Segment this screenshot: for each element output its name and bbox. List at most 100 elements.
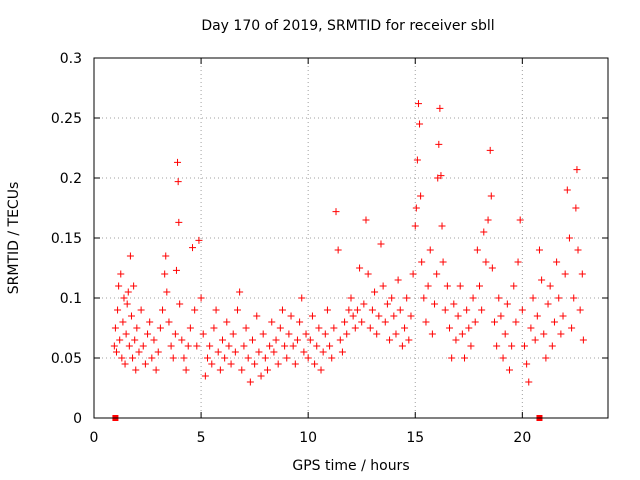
data-point — [257, 372, 265, 380]
data-point — [197, 294, 205, 302]
data-point — [169, 354, 177, 362]
data-point — [414, 100, 422, 108]
data-point — [392, 330, 400, 338]
data-point — [570, 294, 578, 302]
data-point — [351, 324, 359, 332]
data-point — [176, 300, 184, 308]
data-point — [422, 318, 430, 326]
data-point — [281, 342, 289, 350]
data-point — [223, 318, 231, 326]
chart-title: Day 170 of 2019, SRMTID for receiver sbl… — [201, 18, 494, 34]
data-point — [206, 342, 214, 350]
data-point — [261, 354, 269, 362]
data-point — [544, 300, 552, 308]
x-tick-label: 0 — [90, 430, 99, 446]
data-point — [302, 330, 310, 338]
data-point — [287, 312, 295, 320]
data-point — [161, 270, 169, 278]
data-point — [493, 342, 501, 350]
data-point — [274, 360, 282, 368]
data-point — [129, 354, 137, 362]
data-point — [118, 354, 126, 362]
data-point — [195, 236, 203, 244]
data-point — [435, 140, 443, 148]
data-point — [574, 246, 582, 254]
data-point — [332, 208, 340, 216]
data-point — [184, 342, 192, 350]
data-point — [381, 318, 389, 326]
data-point — [311, 360, 319, 368]
y-tick-label: 0.2 — [60, 171, 82, 187]
data-point — [323, 306, 331, 314]
data-point — [362, 216, 370, 224]
y-tick-label: 0.25 — [51, 111, 82, 127]
data-point — [501, 330, 509, 338]
x-axis-label: GPS time / hours — [292, 458, 409, 474]
data-point — [278, 306, 286, 314]
data-point — [123, 300, 131, 308]
data-point — [495, 294, 503, 302]
data-point — [356, 264, 364, 272]
data-point — [505, 366, 513, 374]
data-point — [371, 288, 379, 296]
data-point — [525, 378, 533, 386]
y-tick-label: 0.3 — [60, 51, 82, 67]
data-point — [193, 342, 201, 350]
data-point — [412, 204, 420, 212]
data-point — [476, 282, 483, 290]
data-point — [488, 264, 496, 272]
data-point — [216, 366, 224, 374]
data-point — [420, 294, 428, 302]
data-point — [438, 222, 446, 230]
data-point — [578, 270, 586, 278]
data-point — [345, 306, 353, 314]
data-point — [240, 342, 248, 350]
data-point — [437, 172, 445, 180]
data-point — [291, 360, 299, 368]
data-point — [398, 342, 406, 350]
data-point — [565, 234, 573, 242]
data-point — [343, 330, 351, 338]
data-point — [510, 282, 518, 290]
data-point — [454, 312, 462, 320]
data-point — [175, 218, 183, 226]
data-point — [210, 324, 218, 332]
data-point — [266, 342, 274, 350]
data-point — [174, 178, 182, 186]
data-point — [353, 306, 361, 314]
data-point — [326, 342, 334, 350]
data-point — [557, 330, 565, 338]
data-point — [424, 282, 432, 290]
axis-ticks: 0 5 10 15 20 0 0.05 0.1 0.15 0.2 0.25 0.3 — [51, 51, 608, 446]
data-point — [386, 336, 394, 344]
data-point — [122, 330, 130, 338]
data-point — [253, 312, 261, 320]
data-point — [478, 306, 486, 314]
data-point — [523, 360, 531, 368]
data-point — [162, 252, 170, 260]
x-tick-label: 5 — [197, 430, 206, 446]
data-point — [116, 336, 124, 344]
data-point — [512, 318, 520, 326]
data-point — [463, 306, 471, 314]
data-point — [548, 342, 556, 350]
data-point — [137, 306, 145, 314]
data-point — [300, 348, 308, 356]
data-point — [204, 354, 212, 362]
data-point — [174, 158, 182, 166]
data-point — [373, 330, 381, 338]
data-point — [417, 192, 425, 200]
data-point — [469, 294, 477, 302]
data-point — [225, 342, 233, 350]
data-point — [159, 306, 167, 314]
data-point — [115, 282, 123, 290]
data-point — [458, 330, 466, 338]
y-axis-label: SRMTID / TECUs — [6, 182, 22, 295]
data-point — [212, 306, 220, 314]
data-point — [349, 312, 357, 320]
data-point — [366, 324, 374, 332]
data-point — [246, 378, 254, 386]
data-point — [130, 282, 138, 290]
data-point — [456, 282, 464, 290]
data-point — [141, 360, 149, 368]
